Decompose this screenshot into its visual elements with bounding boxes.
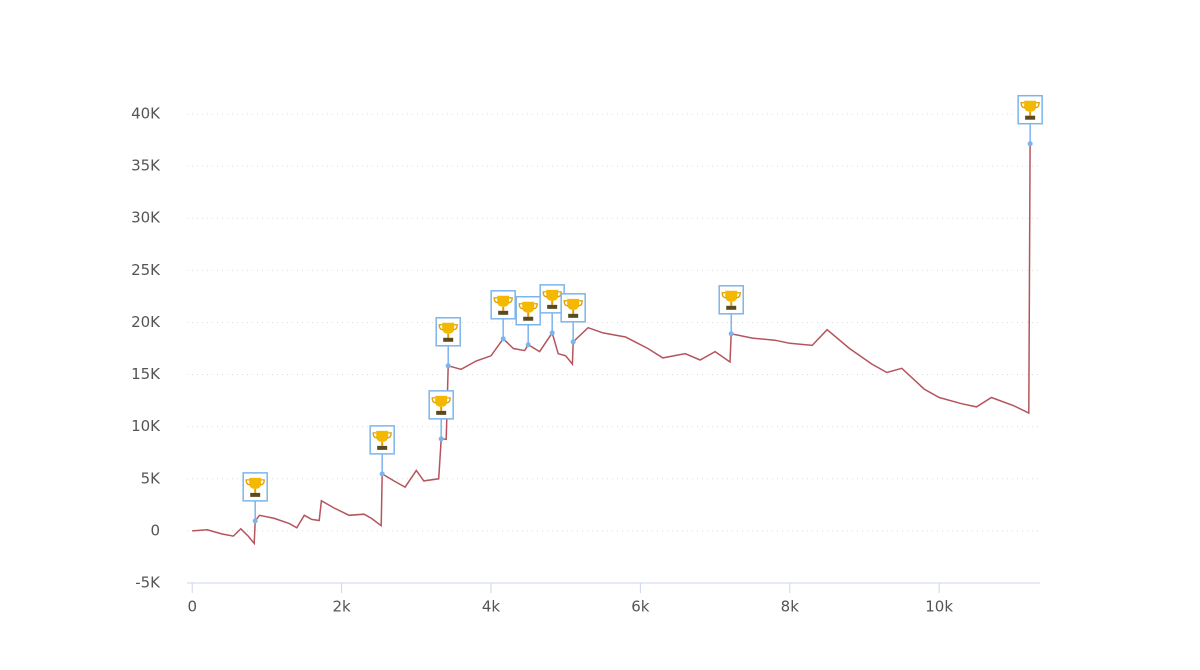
marker-point: [500, 336, 506, 342]
trophy-handles: [721, 292, 741, 299]
y-tick-label: 25K: [131, 261, 161, 279]
marker-point: [549, 330, 555, 336]
trophy-base: [726, 305, 737, 310]
trophy-marker: [490, 290, 516, 320]
trophy-stem: [527, 312, 530, 317]
y-tick-label: 40K: [131, 105, 161, 123]
trophy-base: [498, 310, 509, 315]
trophy-base: [1025, 115, 1036, 120]
trophy-handles: [431, 397, 451, 404]
trophy-cup: [1024, 100, 1037, 112]
trophy-marker: [539, 284, 565, 314]
x-tick-label: 6k: [631, 598, 650, 616]
y-tick-label: 35K: [131, 157, 161, 175]
y-tick-label: 0: [150, 521, 160, 539]
trophy-stem: [572, 309, 575, 314]
x-tick-label: 4k: [482, 598, 501, 616]
trophy-cup: [249, 477, 262, 489]
trophy-base: [377, 445, 388, 450]
data-line: [192, 143, 1031, 546]
trophy-cup: [522, 301, 535, 313]
trophy-base: [568, 313, 579, 318]
y-tick-label: 10K: [131, 417, 161, 435]
trophy-handles: [372, 432, 392, 439]
y-tick-label: 30K: [131, 209, 161, 227]
y-tick-label: 15K: [131, 365, 161, 383]
trophy-cup: [497, 295, 510, 307]
marker-point: [525, 342, 531, 348]
marker-point: [438, 436, 444, 442]
marker-point: [445, 363, 451, 369]
trophy-handles: [563, 300, 583, 307]
trophy-stem: [1029, 111, 1032, 116]
x-tick-label: 0: [187, 598, 197, 616]
trophy-stem: [440, 406, 443, 411]
trophy-handles: [493, 297, 513, 304]
trophy-handles: [542, 291, 562, 298]
trophy-handles: [1020, 102, 1040, 109]
trophy-marker: [1017, 94, 1043, 125]
trophy-marker: [435, 317, 461, 347]
trophy-stem: [447, 333, 450, 338]
y-tick-label: -5K: [135, 574, 161, 592]
trophy-marker: [242, 472, 268, 502]
trophy-stem: [502, 306, 505, 311]
trophy-stem: [730, 301, 733, 306]
marker-point: [379, 471, 385, 477]
trophy-base: [250, 492, 261, 497]
marker-point: [1027, 141, 1033, 147]
trophy-base: [547, 304, 558, 309]
trophy-stem: [551, 300, 554, 305]
trophy-base: [523, 316, 534, 321]
trophy-marker: [515, 295, 541, 326]
y-tick-label: 20K: [131, 313, 161, 331]
trophy-base: [443, 337, 454, 342]
marker-point: [252, 518, 258, 524]
marker-point: [570, 339, 576, 345]
trophy-marker: [369, 425, 395, 455]
trophy-handles: [518, 303, 538, 310]
trophy-cup: [546, 289, 559, 301]
y-tick-label: 5K: [141, 469, 162, 487]
trophy-marker: [428, 390, 454, 420]
trophy-cup: [376, 430, 389, 442]
x-tick-label: 10k: [925, 598, 953, 616]
trophy-handles: [245, 479, 265, 486]
trophy-stem: [381, 441, 384, 446]
trophy-cup: [442, 322, 455, 334]
trophy-marker: [560, 293, 586, 323]
trophy-cup: [435, 395, 448, 407]
trophy-cup: [567, 298, 580, 310]
trophy-stem: [254, 488, 257, 493]
trophy-marker: [718, 285, 744, 315]
trophy-handles: [438, 324, 458, 331]
x-tick-label: 8k: [781, 598, 800, 616]
marker-point: [728, 331, 734, 337]
trophy-base: [436, 410, 447, 415]
x-tick-label: 2k: [332, 598, 351, 616]
trophy-cup: [725, 290, 738, 302]
